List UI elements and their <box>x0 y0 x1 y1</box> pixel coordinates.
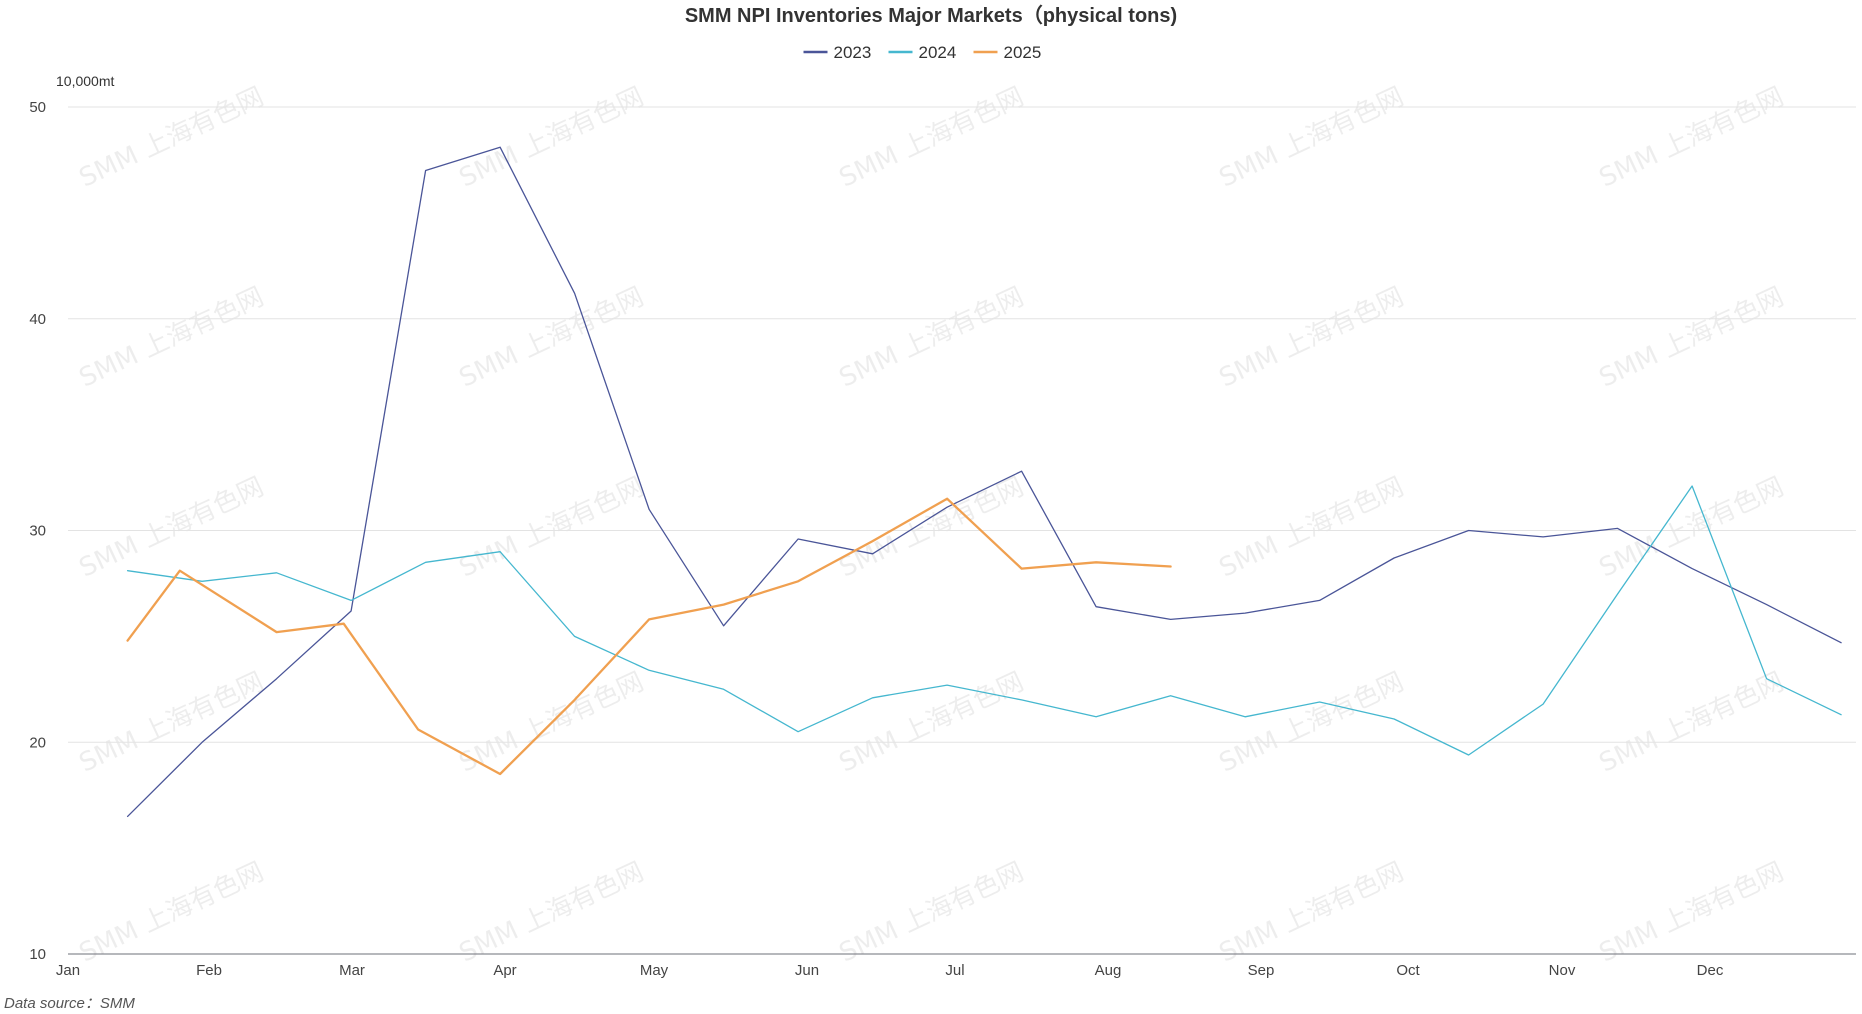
data-source-note: Data source：SMM <box>4 995 135 1012</box>
series-layer <box>126 146 1842 818</box>
watermark-layer: SMM 上海有色网 SMM 上海有色网 SMM 上海有色网 SMM 上海有色网 SMM … <box>75 82 1789 969</box>
series-line-2024 <box>126 485 1842 756</box>
series-line-2025 <box>126 497 1172 776</box>
x-tick-label: Sep <box>1248 962 1275 979</box>
watermark-text: SMM 上海有色网 <box>835 82 1029 194</box>
watermark-text: SMM 上海有色网 <box>455 82 649 194</box>
x-tick-label: Jul <box>945 962 964 979</box>
watermark-text: SMM 上海有色网 <box>75 472 269 584</box>
watermark-text: SMM 上海有色网 <box>1215 282 1409 394</box>
watermark-text: SMM 上海有色网 <box>1595 857 1789 969</box>
x-tick-label: Dec <box>1697 962 1724 979</box>
y-tick-label: 10 <box>29 946 46 963</box>
series-line-2023 <box>126 146 1842 818</box>
watermark-text: SMM 上海有色网 <box>1595 282 1789 394</box>
watermark-text: SMM 上海有色网 <box>835 857 1029 969</box>
watermark-text: SMM 上海有色网 <box>1215 82 1409 194</box>
watermark-text: SMM 上海有色网 <box>835 472 1029 584</box>
watermark-text: SMM 上海有色网 <box>455 282 649 394</box>
x-tick-label: Apr <box>493 962 516 979</box>
watermark-text: SMM 上海有色网 <box>835 667 1029 779</box>
legend-item-2023[interactable]: 2023 <box>803 43 872 62</box>
watermark-text: SMM 上海有色网 <box>75 282 269 394</box>
chart-title: SMM NPI Inventories Major Markets（physic… <box>685 4 1177 27</box>
y-tick-label: 20 <box>29 734 46 751</box>
x-tick-label: Aug <box>1095 962 1122 979</box>
y-axis-unit: 10,000mt <box>56 73 114 89</box>
x-tick-label: Feb <box>196 962 222 979</box>
watermark-text: SMM 上海有色网 <box>75 857 269 969</box>
watermark-text: SMM 上海有色网 <box>1215 667 1409 779</box>
watermark-text: SMM 上海有色网 <box>1215 857 1409 969</box>
watermark-text: SMM 上海有色网 <box>455 857 649 969</box>
legend-label: 2023 <box>834 43 872 62</box>
legend-label: 2024 <box>919 43 957 62</box>
x-tick-label: Jun <box>795 962 819 979</box>
legend-item-2025[interactable]: 2025 <box>973 43 1042 62</box>
x-tick-label: May <box>640 962 669 979</box>
y-tick-label: 40 <box>29 311 46 328</box>
watermark-text: SMM 上海有色网 <box>455 472 649 584</box>
y-tick-label: 30 <box>29 523 46 540</box>
x-tick-label: Oct <box>1396 962 1420 979</box>
watermark-text: SMM 上海有色网 <box>75 82 269 194</box>
x-tick-label: Mar <box>339 962 365 979</box>
x-tick-label: Jan <box>56 962 80 979</box>
watermark-text: SMM 上海有色网 <box>1595 472 1789 584</box>
watermark-text: SMM 上海有色网 <box>1595 667 1789 779</box>
legend-label: 2025 <box>1004 43 1042 62</box>
x-tick-label: Nov <box>1549 962 1576 979</box>
watermark-text: SMM 上海有色网 <box>75 667 269 779</box>
axes: 10 20 30 40 50 Jan Feb Mar Apr May Jun Jul Aug Sep Oct… <box>29 99 1856 979</box>
watermark-text: SMM 上海有色网 <box>1595 82 1789 194</box>
watermark-text: SMM 上海有色网 <box>835 282 1029 394</box>
y-tick-label: 50 <box>29 99 46 116</box>
legend-item-2024[interactable]: 2024 <box>888 43 957 62</box>
legend: 2023 2024 2025 <box>803 43 1042 62</box>
grid-lines <box>68 106 1856 743</box>
